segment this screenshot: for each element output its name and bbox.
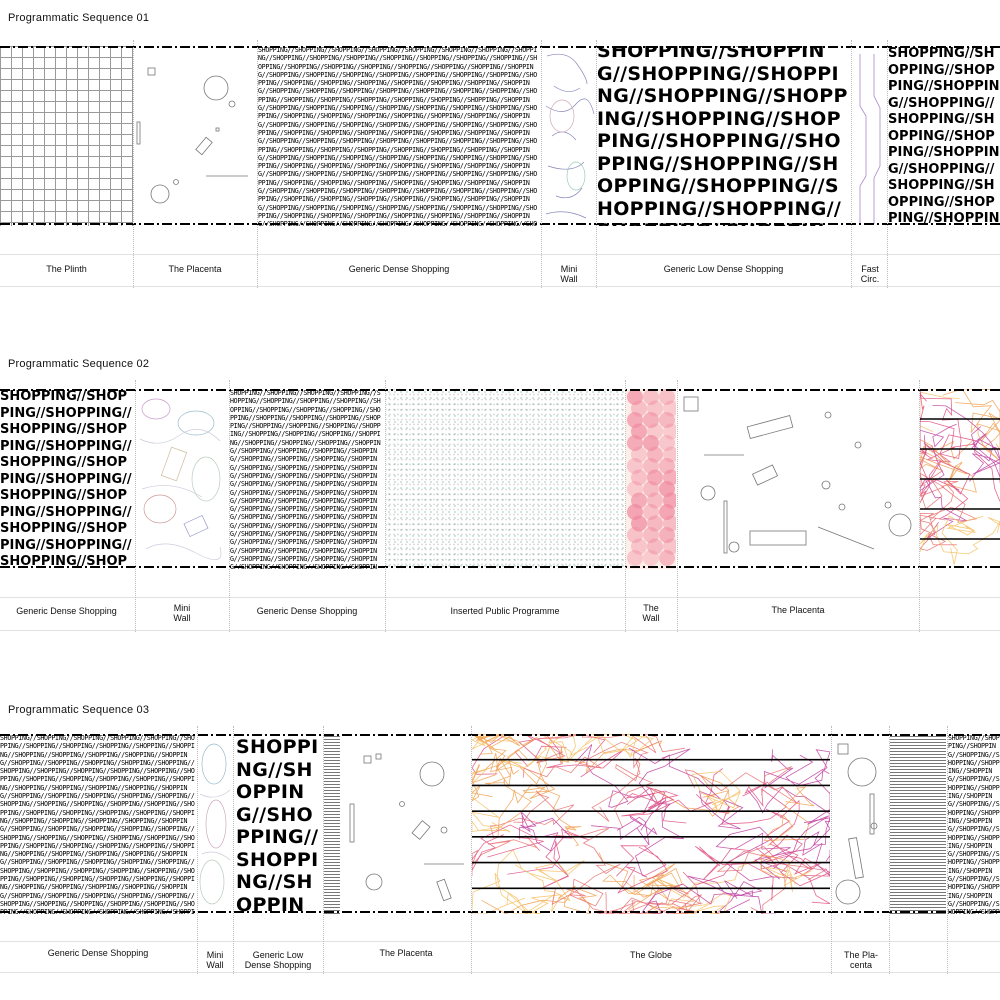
dense-shopping-text: SHOPPING//SHOPPING//SHOPPING//SHOPPING//… — [0, 389, 132, 569]
label-rule — [0, 630, 1000, 631]
sequence-strip: SHOPPING//SHOPPING//SHOPPING//SHOPPING//… — [0, 734, 1000, 914]
divider — [323, 726, 324, 974]
public-programme-stipple — [386, 389, 624, 569]
zone-label: Generic Dense Shopping — [16, 606, 117, 616]
globe-scribble — [472, 734, 830, 914]
placenta-shapes — [678, 389, 918, 569]
divider — [135, 380, 136, 632]
divider — [133, 40, 134, 288]
dense-shopping-text: SHOPPING//SHOPPING//SHOPPING//SHOPPING//… — [230, 389, 381, 569]
sequence-strip: SHOPPING//SHOPPING//SHOPPING//SHOPPING//… — [0, 389, 1000, 569]
dashed-border — [0, 389, 1000, 568]
zone-label: The Wall — [642, 603, 660, 623]
divider — [831, 726, 832, 974]
globe-scribble-lines — [472, 734, 830, 914]
zone-label: The Placenta — [771, 605, 825, 615]
placenta-shapes — [134, 46, 256, 226]
globe-scribble-lines — [920, 389, 1000, 565]
divider — [889, 726, 890, 974]
zone-label: The Globe — [629, 950, 673, 960]
dense-shopping-text: SHOPPING//SHOPPING//SHOPPING//SHOPPING//… — [888, 46, 1000, 226]
sequence-strip: SHOPPING//SHOPPING//SHOPPING//SHOPPING//… — [0, 46, 1000, 226]
zone-label: The Placenta — [379, 948, 433, 958]
zone-label: Fast Circ. — [860, 264, 880, 284]
low-dense-shopping-text: SHOPPING//SHOPPING//SHOPPING//SHOPPING//… — [597, 46, 848, 226]
divider — [919, 380, 920, 632]
zone-label: Mini Wall — [173, 603, 191, 623]
zone-label: Generic Dense Shopping — [47, 948, 149, 958]
zone-label: The Plinth — [46, 264, 87, 274]
zone-label: Generic Low Dense Shopping — [244, 950, 312, 970]
label-rule — [0, 941, 1000, 942]
fast-circulation — [852, 46, 886, 226]
zone-label: The Placenta — [168, 264, 222, 274]
divider — [947, 726, 948, 974]
label-rule — [0, 254, 1000, 255]
placenta-shapes — [342, 734, 470, 914]
zone-label: Generic Dense Shopping — [348, 264, 450, 274]
zone-label: Mini Wall — [560, 264, 578, 284]
divider — [197, 726, 198, 974]
sequence-title: Programmatic Sequence 01 — [8, 12, 150, 24]
sequence-title: Programmatic Sequence 03 — [8, 704, 150, 716]
divider — [677, 380, 678, 632]
zone-label: Mini Wall — [206, 950, 224, 970]
low-dense-shopping-text: SHOPPING//SHOPPING//SHOPPING//SHOPPING//… — [236, 736, 319, 914]
zone-label: Generic Dense Shopping — [256, 606, 358, 616]
label-rule — [0, 597, 1000, 598]
hatched-wall — [324, 734, 340, 914]
zone-label: Inserted Public Programme — [450, 606, 560, 616]
divider — [625, 380, 626, 632]
placenta-shapes — [832, 734, 888, 914]
plinth-grid — [0, 46, 133, 226]
label-rule — [0, 286, 1000, 287]
divider — [541, 40, 542, 288]
mini-wall-scribble — [198, 734, 232, 914]
label-rule — [0, 972, 1000, 973]
mini-wall-scribble — [542, 46, 596, 226]
zone-label: The Pla- centa — [843, 950, 878, 970]
dense-shopping-text: SHOPPING//SHOPPING//SHOPPING//SHOPPING//… — [0, 734, 195, 914]
dashed-border — [0, 734, 1000, 913]
zone-label: Generic Low Dense Shopping — [663, 264, 784, 274]
divider — [851, 40, 852, 288]
dashed-border — [0, 46, 1000, 225]
divider — [257, 40, 258, 288]
wall-circles — [626, 389, 676, 569]
dense-shopping-text: SHOPPING//SHOPPING//SHOPPING//SHOPPING//… — [948, 734, 1000, 914]
divider — [887, 40, 888, 288]
globe-scribble — [920, 389, 1000, 569]
divider — [385, 380, 386, 632]
divider — [229, 380, 230, 632]
divider — [471, 726, 472, 974]
divider — [233, 726, 234, 974]
wall-circle-field — [627, 389, 676, 566]
hatched-wall — [890, 734, 946, 914]
sequence-title: Programmatic Sequence 02 — [8, 358, 150, 370]
divider — [596, 40, 597, 288]
mini-wall-scribble — [136, 389, 228, 569]
